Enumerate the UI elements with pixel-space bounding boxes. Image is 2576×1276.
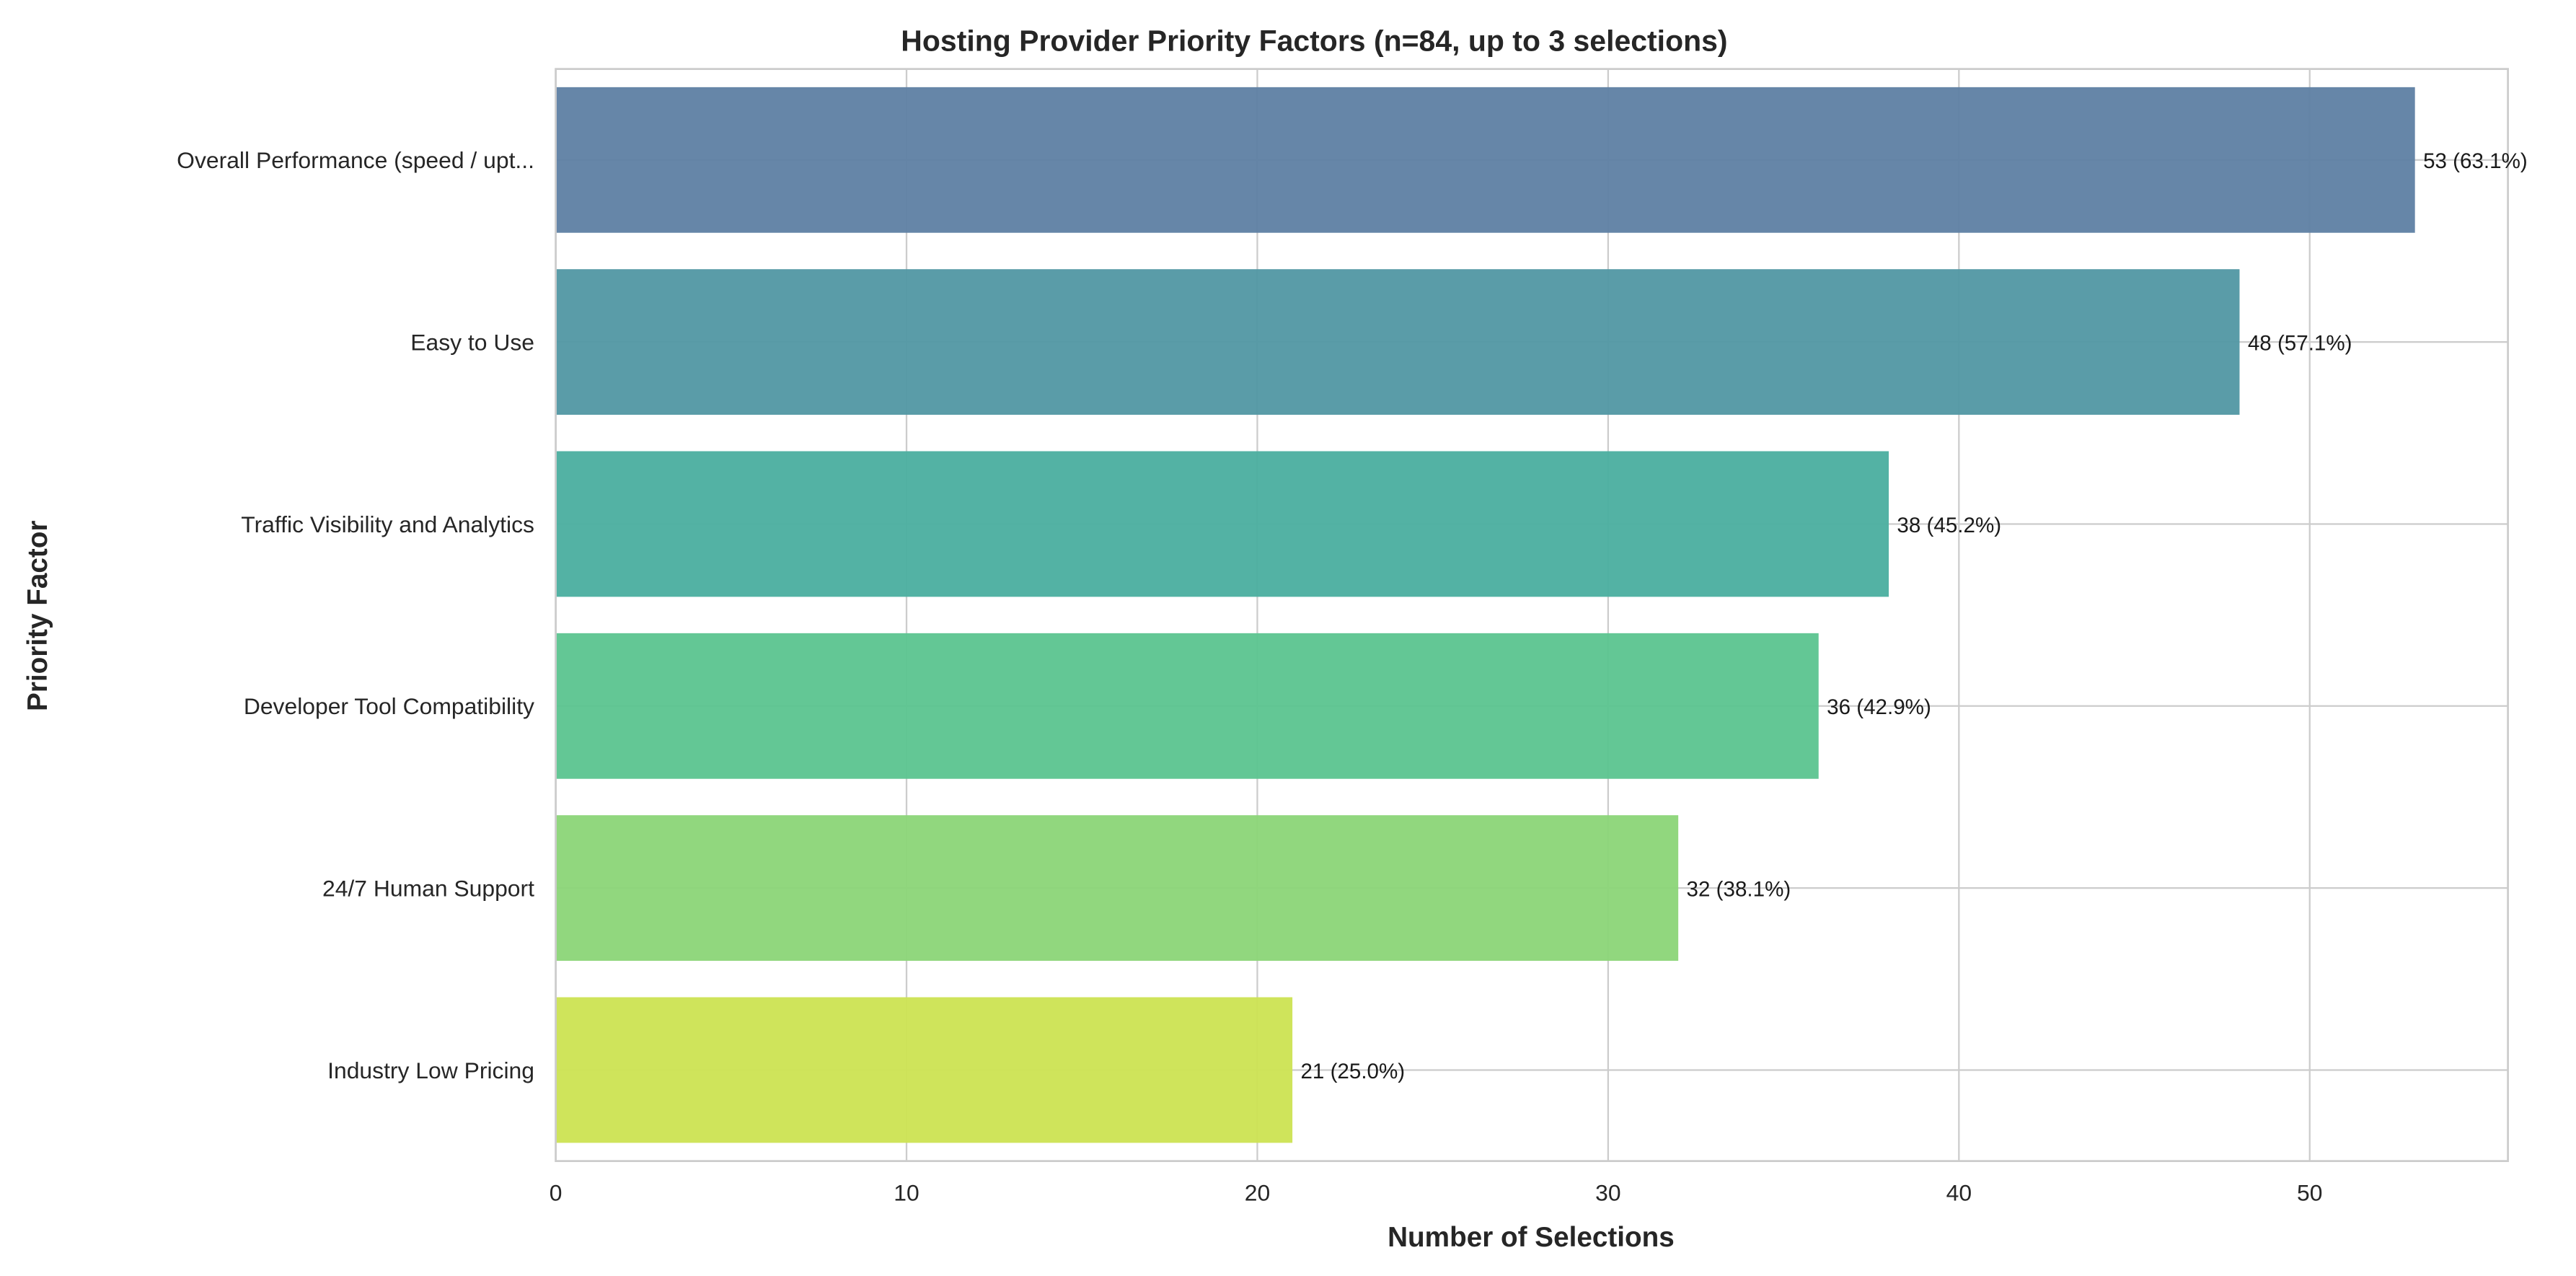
value-label: 32 (38.1%) [1687,878,1791,902]
y-tick-labels: Overall Performance (speed / upt... Easy … [177,147,534,1083]
x-axis-label: Number of Selections [1388,1222,1675,1253]
bar [555,87,2415,233]
y-tick-label: Traffic Visibility and Analytics [241,511,534,537]
bar [555,815,1679,962]
value-label: 38 (45.2%) [1897,514,2001,537]
x-tick-label: 30 [1595,1179,1620,1205]
value-label: 36 (42.9%) [1827,695,1931,719]
bar [555,997,1293,1143]
x-ticks: 0 10 20 30 40 50 [550,1179,2323,1205]
bar [555,451,1889,597]
x-tick-label: 50 [2297,1179,2322,1205]
chart-title: Hosting Provider Priority Factors (n=84,… [901,25,1727,58]
y-tick-label: Overall Performance (speed / upt... [177,147,534,173]
y-tick-label: Easy to Use [410,330,534,356]
x-tick-label: 20 [1245,1179,1270,1205]
value-label: 21 (25.0%) [1300,1060,1405,1083]
value-label: 48 (57.1%) [2248,332,2352,356]
bars [555,87,2415,1143]
y-axis-label: Priority Factor [22,521,53,711]
x-tick-label: 0 [550,1179,563,1205]
plot-frame [555,68,2509,1162]
y-tick-label: Industry Low Pricing [327,1057,534,1083]
y-tick-label: Developer Tool Compatibility [244,693,534,719]
y-tick-label: 24/7 Human Support [322,876,534,902]
value-label: 53 (63.1%) [2423,149,2528,173]
bar [555,269,2240,415]
x-tick-label: 10 [894,1179,919,1205]
x-tick-label: 40 [1946,1179,1972,1205]
value-labels: 53 (63.1%) 48 (57.1%) 38 (45.2%) 36 (42.9%)… [1300,149,2527,1083]
bar [555,633,1819,779]
